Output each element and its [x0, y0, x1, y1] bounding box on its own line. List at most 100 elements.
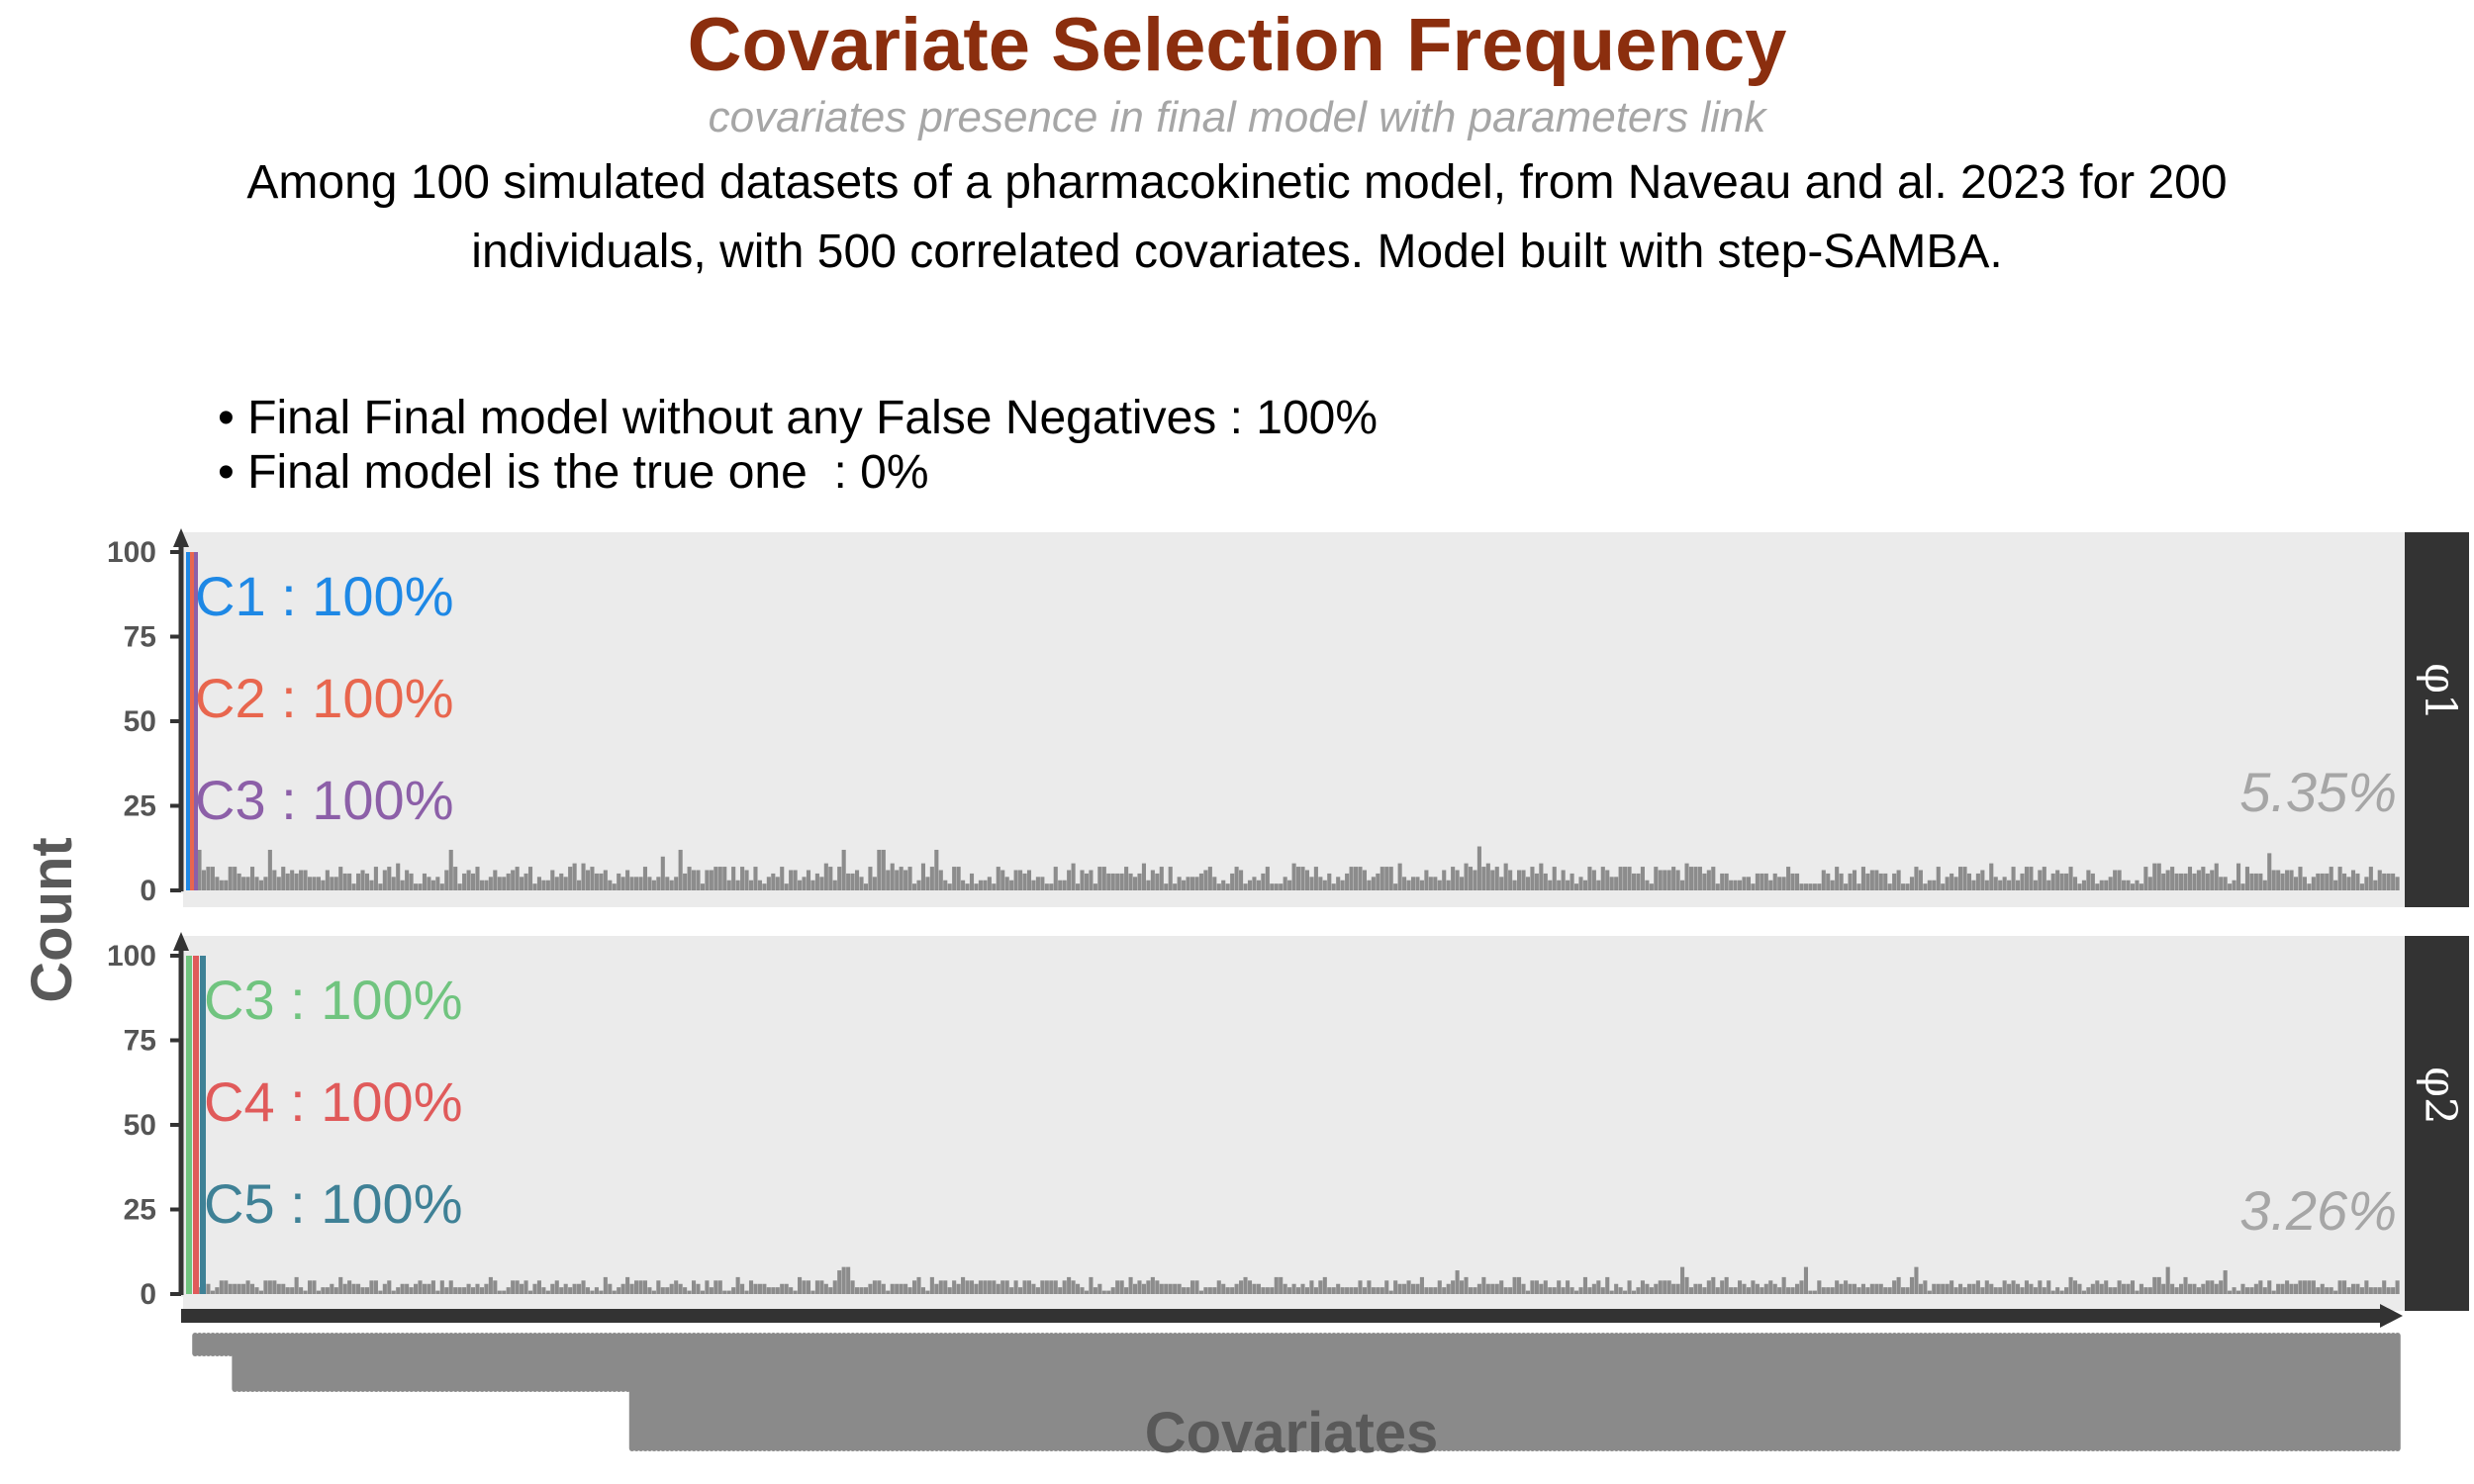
bar-other-covariate [2002, 1280, 2007, 1294]
bar-other-covariate [881, 1283, 886, 1294]
bar-other-covariate [1600, 867, 1605, 890]
bar-other-covariate [1137, 873, 1142, 890]
bar-other-covariate [740, 867, 745, 890]
bar-other-covariate [1966, 1283, 1972, 1294]
bar-other-covariate [714, 867, 718, 890]
bar-other-covariate [925, 1290, 930, 1294]
bar-other-covariate [1080, 1287, 1085, 1294]
bar-other-covariate [691, 870, 697, 890]
bar-other-covariate [2337, 1280, 2342, 1294]
bar-other-covariate [1336, 1283, 1341, 1294]
bar-other-covariate [1115, 873, 1120, 890]
y-tick-label: 100 [107, 536, 156, 569]
bar-other-covariate [2024, 867, 2029, 890]
bar-other-covariate [1189, 1280, 1195, 1294]
bar-other-covariate [899, 867, 904, 890]
bar-other-covariate [325, 870, 330, 890]
bar-other-covariate [2033, 880, 2038, 890]
bar-other-covariate [2174, 873, 2179, 890]
bar-other-covariate [731, 867, 736, 890]
bar-other-covariate [387, 1280, 392, 1294]
bar-other-covariate [1089, 1276, 1094, 1294]
bar-other-covariate [2337, 867, 2342, 890]
bar-other-covariate [1026, 870, 1032, 890]
bar-other-covariate [753, 867, 758, 890]
bar-other-covariate [714, 1280, 718, 1294]
bar-other-covariate [1570, 873, 1574, 890]
bar-other-covariate [1455, 870, 1460, 890]
bar-other-covariate [1566, 1280, 1570, 1294]
bar-other-covariate [1958, 1283, 1963, 1294]
bar-other-covariate [651, 1290, 656, 1294]
bar-other-covariate [267, 849, 272, 890]
bar-other-covariate [1384, 867, 1389, 890]
bar-other-covariate [475, 1283, 480, 1294]
bar-other-covariate [2192, 873, 2197, 890]
bar-other-covariate [554, 1280, 559, 1294]
bar-other-covariate [1270, 883, 1275, 890]
bar-other-covariate [1896, 1276, 1901, 1294]
bar-other-covariate [1582, 880, 1587, 890]
bar-other-covariate [629, 1283, 634, 1294]
bar-other-covariate [1150, 1276, 1155, 1294]
bar-other-covariate [1865, 873, 1870, 890]
bar-other-covariate [1362, 1287, 1367, 1294]
bar-other-covariate [2064, 1287, 2069, 1294]
bar-other-covariate [1089, 870, 1094, 890]
bar-other-covariate [1605, 870, 1610, 890]
bar-other-covariate [307, 1280, 313, 1294]
bar-other-covariate [502, 1290, 507, 1294]
bar-other-covariate [1044, 883, 1049, 890]
bar-other-covariate [1786, 1287, 1791, 1294]
bar-other-covariate [1265, 1287, 1270, 1294]
bar-highlight-c4 [193, 956, 199, 1294]
y-tick-label: 0 [140, 1278, 156, 1311]
bar-other-covariate [2072, 1280, 2078, 1294]
bar-other-covariate [1848, 873, 1853, 890]
bar-other-covariate [2042, 1287, 2046, 1294]
bar-other-covariate [1923, 883, 1928, 890]
bar-other-covariate [2152, 1276, 2157, 1294]
bar-other-covariate [488, 1276, 493, 1294]
bar-other-covariate [762, 1283, 767, 1294]
bar-other-covariate [1022, 873, 1027, 890]
bar-other-covariate [1053, 1280, 1058, 1294]
bar-other-covariate [2130, 1280, 2136, 1294]
bar-other-covariate [1971, 880, 1976, 890]
bar-other-covariate [629, 877, 634, 890]
bar-other-covariate [784, 1283, 789, 1294]
bar-other-covariate [241, 877, 246, 890]
bar-highlight-c5 [200, 956, 206, 1294]
bar-other-covariate [321, 880, 326, 890]
bar-other-covariate [1790, 873, 1795, 890]
bar-other-covariate [215, 1287, 220, 1294]
bar-other-covariate [520, 1283, 524, 1294]
bar-other-covariate [1914, 1266, 1919, 1294]
bar-other-covariate [934, 849, 939, 890]
bar-other-covariate [2095, 1280, 2100, 1294]
bar-other-covariate [1869, 870, 1874, 890]
bar-other-covariate [430, 880, 435, 890]
bar-other-covariate [2081, 1290, 2086, 1294]
bar-other-covariate [1596, 880, 1601, 890]
bar-other-covariate [1918, 870, 1923, 890]
bar-other-covariate [1729, 880, 1734, 890]
highlight-label: C4 : 100% [204, 1070, 463, 1133]
bar-other-covariate [850, 873, 855, 890]
bar-other-covariate [1596, 1280, 1601, 1294]
bar-other-covariate [457, 883, 462, 890]
bar-other-covariate [1040, 1280, 1045, 1294]
bar-other-covariate [1345, 873, 1350, 890]
bar-other-covariate [2205, 1280, 2210, 1294]
bar-other-covariate [1640, 1280, 1645, 1294]
bar-other-covariate [1697, 867, 1702, 890]
bar-other-covariate [1932, 880, 1937, 890]
highlight-label: C5 : 100% [204, 1172, 463, 1235]
bar-other-covariate [1755, 1283, 1760, 1294]
bar-other-covariate [1234, 867, 1239, 890]
bar-other-covariate [1636, 1287, 1641, 1294]
bar-other-covariate [550, 870, 555, 890]
bar-other-covariate [414, 1283, 419, 1294]
bar-other-covariate [1883, 873, 1888, 890]
bar-other-covariate [1821, 1287, 1826, 1294]
